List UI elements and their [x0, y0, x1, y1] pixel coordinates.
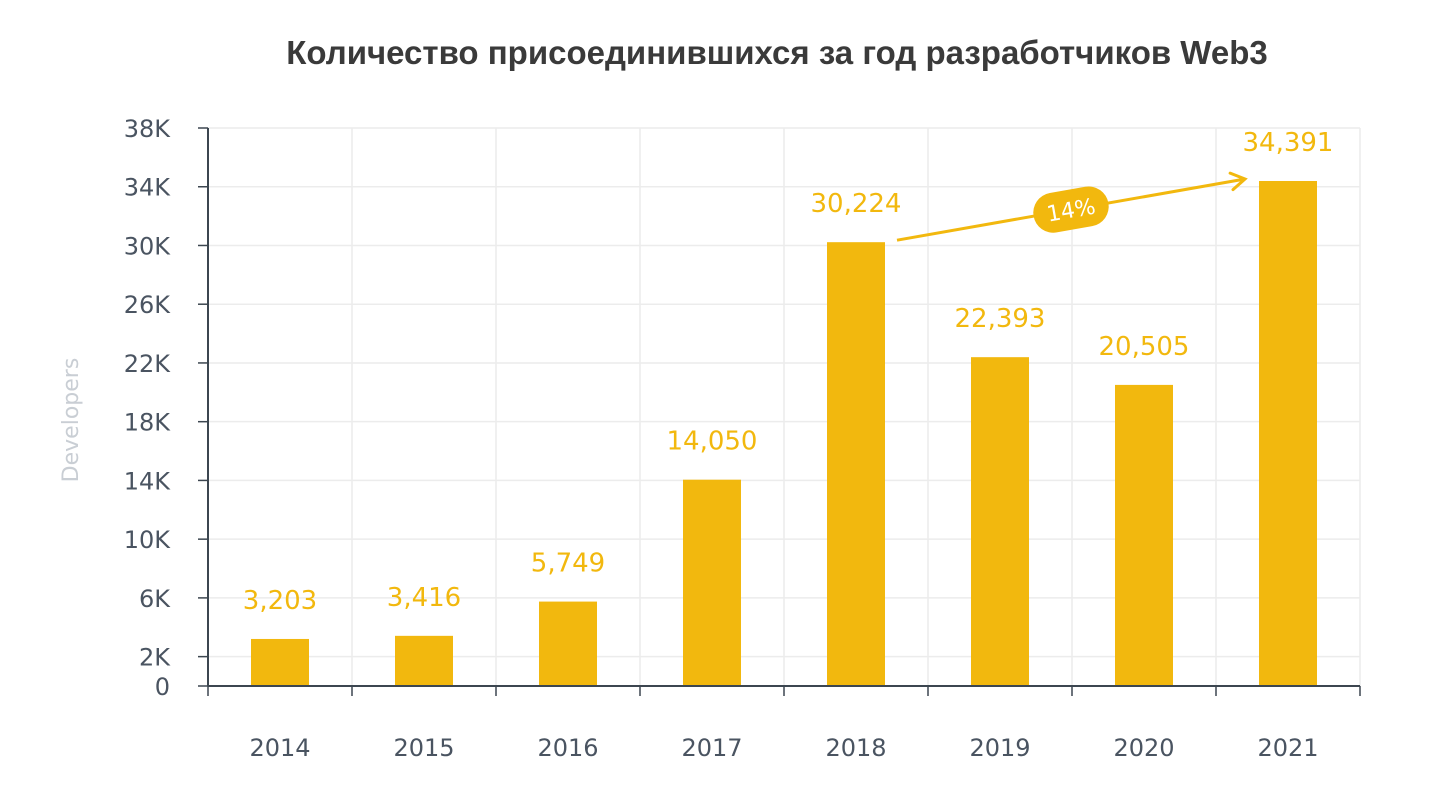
bar-2015	[395, 635, 453, 686]
bar-2018	[827, 242, 885, 686]
bar-2017	[683, 479, 741, 686]
y-tick-label: 6K	[139, 585, 171, 613]
y-tick-label: 30K	[124, 232, 172, 260]
label-layer: 3,203 3,416 5,749 14,050 30,224 22,393 20,505 3…	[243, 128, 1334, 616]
growth-badge-bg	[1033, 186, 1109, 233]
y-tick-label: 38K	[124, 115, 172, 143]
y-tick-label: 14K	[124, 467, 172, 495]
axis-layer: 02K 6K 10K 14K 18K 22K 26K 30K 34K 38K Developers 2…	[59, 115, 1361, 762]
grid-layer	[208, 127, 1361, 686]
data-label: 34,391	[1243, 128, 1334, 158]
data-label: 3,416	[387, 583, 461, 613]
x-tick-label: 2020	[1113, 734, 1174, 762]
chart-title: Количество присоединившихся за год разра…	[286, 34, 1268, 71]
y-tick-label: 2K	[139, 644, 171, 672]
growth-arrow-head	[1228, 171, 1248, 192]
bar-2020	[1115, 384, 1173, 686]
y-tick-label: 26K	[124, 291, 172, 319]
data-label: 14,050	[667, 427, 758, 457]
y-tick-label: 18K	[124, 409, 172, 437]
data-label: 5,749	[531, 549, 605, 579]
bar-2016	[539, 601, 597, 686]
data-label: 20,505	[1099, 332, 1190, 362]
bar-layer	[251, 180, 1317, 687]
data-label: 3,203	[243, 586, 317, 616]
x-tick-label: 2014	[249, 734, 310, 762]
x-tick-label: 2019	[969, 734, 1030, 762]
bar-2021	[1259, 180, 1317, 687]
x-tick-label: 2021	[1257, 734, 1318, 762]
y-tick-label: 34K	[124, 174, 172, 202]
annotation-layer: 14%	[896, 171, 1248, 242]
y-axis-title: Developers	[59, 358, 84, 483]
y-tick-label: 0	[155, 673, 170, 701]
bar-2019	[971, 357, 1029, 686]
x-tick-label: 2018	[825, 734, 886, 762]
growth-badge: 14%	[1033, 186, 1109, 233]
data-label: 22,393	[955, 304, 1046, 334]
x-tick-label: 2016	[537, 734, 598, 762]
x-tick-label: 2015	[393, 734, 454, 762]
y-tick-label: 10K	[124, 526, 172, 554]
x-tick-label: 2017	[681, 734, 742, 762]
bar-2014	[251, 638, 309, 686]
data-label: 30,224	[811, 189, 902, 219]
y-tick-label: 22K	[124, 350, 172, 378]
